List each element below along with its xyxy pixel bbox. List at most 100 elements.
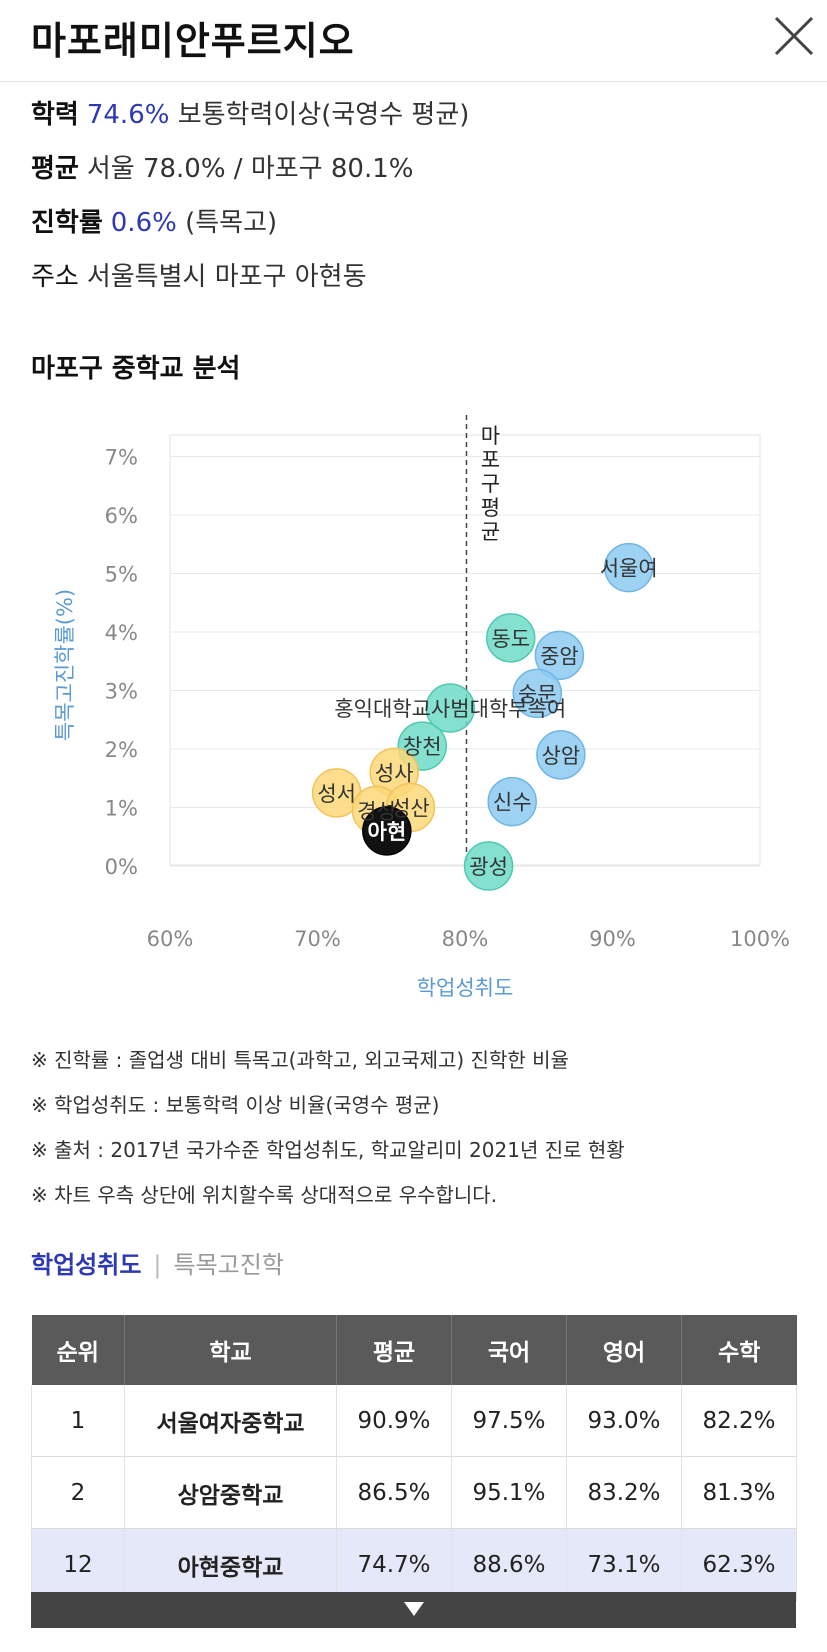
x-tick-label: 90%: [589, 927, 636, 951]
header: 마포래미안푸르지오: [0, 0, 827, 82]
x-tick-label: 70%: [294, 927, 341, 951]
data-point: [534, 630, 585, 681]
data-point-label: 서울여: [600, 557, 658, 581]
advance-label: 진학률: [31, 208, 103, 238]
cell-average: 74.7%: [336, 1528, 452, 1601]
y-tick-label: 6%: [105, 504, 138, 528]
data-point-label: 광성: [469, 855, 508, 879]
data-point-label: 동도: [491, 627, 530, 651]
cell-school: 상암중학교: [124, 1456, 337, 1529]
y-tick-label: 2%: [105, 738, 138, 762]
tab-academic[interactable]: 학업성취도: [31, 1251, 142, 1279]
cell-math: 81.3%: [681, 1456, 797, 1529]
cell-english: 93.0%: [566, 1385, 682, 1457]
header-rank[interactable]: 순위: [31, 1315, 125, 1385]
cell-korean: 95.1%: [451, 1456, 567, 1529]
cell-korean: 97.5%: [451, 1385, 567, 1457]
plot-area: [169, 434, 761, 866]
table-row[interactable]: 2 상암중학교 86.5% 95.1% 83.2% 81.3%: [31, 1456, 797, 1529]
reference-line-label: 평: [481, 496, 500, 520]
y-tick-label: 4%: [105, 621, 138, 645]
cell-rank: 1: [31, 1385, 125, 1457]
data-point-label: 홍익대학교사범대학부속여: [334, 697, 566, 721]
ranking-table: 순위 학교 평균 국어 영어 수학 1 서울여자중학교 90.9% 97.5% …: [31, 1315, 797, 1601]
cell-school: 아현중학교: [124, 1528, 337, 1601]
cell-rank: 2: [31, 1456, 125, 1529]
reference-line-label: 균: [481, 520, 500, 544]
data-point: [425, 683, 475, 733]
section-title: 마포구 중학교 분석: [31, 354, 241, 384]
cell-english: 83.2%: [566, 1456, 682, 1529]
y-tick-label: 1%: [105, 797, 138, 821]
x-tick-label: 100%: [730, 927, 790, 951]
academic-value: 74.6%: [86, 100, 170, 130]
note-item: ※ 차트 우측 상단에 위치할수록 상대적으로 우수합니다.: [31, 1183, 498, 1207]
scatter-chart: 0% 1% 2% 3% 4% 5% 6% 7% 60% 70% 80% 90% 100% 학업성취도 특목고…: [53, 415, 790, 1000]
data-point-label: 성서: [317, 782, 356, 806]
y-tick-label: 7%: [105, 446, 138, 470]
data-point-label: 아현: [368, 820, 407, 844]
average-value: 서울 78.0% / 마포구 80.1%: [86, 154, 414, 184]
header-math[interactable]: 수학: [681, 1315, 797, 1385]
x-axis-title: 학업성취도: [417, 976, 514, 1000]
data-point-label: 신수: [493, 791, 532, 815]
reference-line-label: 포: [481, 448, 500, 472]
data-point: [536, 730, 586, 780]
cell-math: 62.3%: [681, 1528, 797, 1601]
y-axis-title: 특목고진학률(%): [53, 589, 77, 741]
address-label: 주소: [31, 262, 79, 292]
header-english[interactable]: 영어: [566, 1315, 682, 1385]
cell-average: 90.9%: [336, 1385, 452, 1457]
data-point: [512, 668, 563, 719]
address-value: 서울특별시 마포구 아현동: [86, 262, 367, 292]
expand-table-button[interactable]: [31, 1592, 796, 1628]
header-average[interactable]: 평균: [336, 1315, 452, 1385]
average-label: 평균: [31, 154, 79, 184]
cell-math: 82.2%: [681, 1385, 797, 1457]
x-tick-label: 60%: [147, 927, 194, 951]
header-korean[interactable]: 국어: [451, 1315, 567, 1385]
advance-value: 0.6%: [110, 208, 177, 238]
academic-desc: 보통학력이상(국영수 평균): [177, 100, 470, 130]
header-school[interactable]: 학교: [124, 1315, 337, 1385]
data-point: [487, 776, 537, 827]
data-point: [362, 806, 412, 856]
note-item: ※ 학업성취도 : 보통학력 이상 비율(국영수 평균): [31, 1093, 440, 1117]
table-row[interactable]: 1 서울여자중학교 90.9% 97.5% 93.0% 82.2%: [31, 1385, 797, 1457]
table-row-highlighted[interactable]: 12 아현중학교 74.7% 88.6% 73.1% 62.3%: [31, 1528, 797, 1601]
cell-korean: 88.6%: [451, 1528, 567, 1601]
data-point: [603, 542, 654, 593]
y-tick-label: 0%: [105, 855, 138, 879]
data-point-label: 중암: [540, 644, 579, 668]
tab-special-school[interactable]: 특목고진학: [173, 1251, 284, 1279]
cell-school: 서울여자중학교: [124, 1385, 337, 1457]
data-point-label: 경성: [357, 799, 396, 823]
data-point: [463, 841, 514, 891]
chevron-down-icon: [404, 1602, 424, 1616]
close-icon[interactable]: [772, 14, 816, 58]
cell-english: 73.1%: [566, 1528, 682, 1601]
address-info-row: 주소 서울특별시 마포구 아현동: [31, 256, 367, 293]
advance-info-row: 진학률 0.6% (특목고): [31, 202, 277, 239]
advance-desc: (특목고): [185, 208, 278, 238]
tab-divider: |: [153, 1251, 162, 1279]
data-point: [485, 613, 536, 663]
x-tick-label: 80%: [442, 927, 489, 951]
cell-average: 86.5%: [336, 1456, 452, 1529]
academic-info-row: 학력 74.6% 보통학력이상(국영수 평균): [31, 94, 469, 131]
data-point-label: 상암: [542, 744, 581, 768]
note-item: ※ 출처 : 2017년 국가수준 학업성취도, 학교알리미 2021년 진로 …: [31, 1138, 625, 1162]
notes: ※ 진학률 : 졸업생 대비 특목고(과학고, 외고국제고) 진학한 비율 ※ …: [31, 1038, 625, 1218]
note-item: ※ 진학률 : 졸업생 대비 특목고(과학고, 외고국제고) 진학한 비율: [31, 1048, 569, 1072]
table-header-row: 순위 학교 평균 국어 영어 수학: [31, 1315, 797, 1385]
y-tick-label: 3%: [105, 680, 138, 704]
page-title: 마포래미안푸르지오: [31, 19, 355, 63]
cell-rank: 12: [31, 1528, 125, 1601]
reference-line-label: 마: [481, 424, 500, 448]
data-point-label: 숭문: [518, 682, 557, 706]
reference-line-label: 구: [481, 472, 500, 496]
y-tick-label: 5%: [105, 563, 138, 587]
academic-label: 학력: [31, 100, 79, 130]
data-point-label: 성산: [391, 797, 430, 821]
tabs: 학업성취도 | 특목고진학: [31, 1245, 284, 1280]
